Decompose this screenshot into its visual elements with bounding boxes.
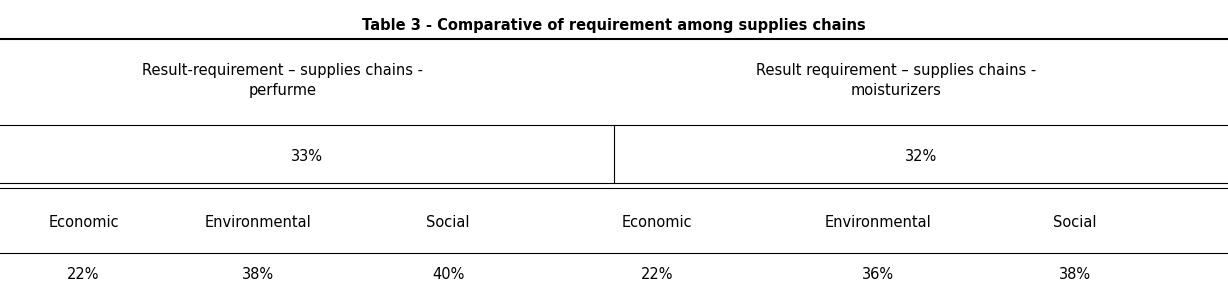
Text: Table 3 - Comparative of requirement among supplies chains: Table 3 - Comparative of requirement amo…: [362, 18, 866, 33]
Text: 22%: 22%: [68, 267, 99, 282]
Text: 32%: 32%: [905, 149, 937, 164]
Text: Environmental: Environmental: [205, 215, 311, 230]
Text: 40%: 40%: [432, 267, 464, 282]
Text: Social: Social: [1052, 215, 1097, 230]
Text: 36%: 36%: [862, 267, 894, 282]
Text: 38%: 38%: [1059, 267, 1090, 282]
Text: Result-requirement – supplies chains -
perfurme: Result-requirement – supplies chains - p…: [142, 63, 422, 98]
Text: 22%: 22%: [641, 267, 673, 282]
Text: Economic: Economic: [621, 215, 693, 230]
Text: Environmental: Environmental: [825, 215, 931, 230]
Text: Result requirement – supplies chains -
moisturizers: Result requirement – supplies chains - m…: [756, 63, 1036, 98]
Text: 33%: 33%: [291, 149, 323, 164]
Text: Social: Social: [426, 215, 470, 230]
Text: Economic: Economic: [48, 215, 119, 230]
Text: 38%: 38%: [242, 267, 274, 282]
